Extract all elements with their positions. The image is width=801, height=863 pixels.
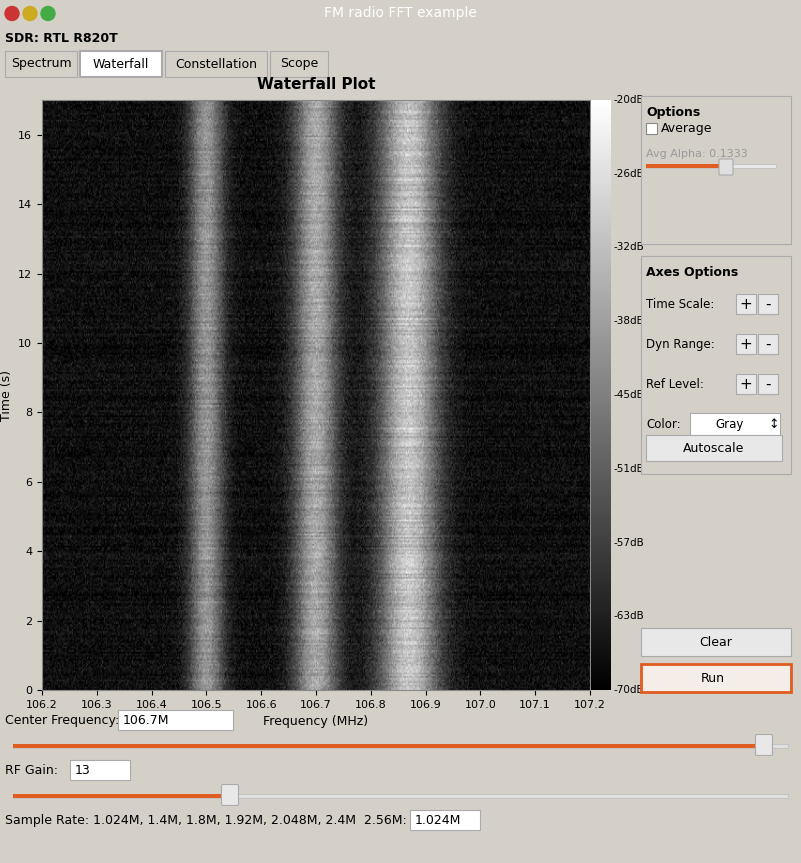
Text: Scope: Scope (280, 58, 318, 71)
FancyBboxPatch shape (270, 51, 328, 77)
Bar (13, 744, 764, 748)
Text: ↕: ↕ (769, 418, 779, 431)
Text: 106.7M: 106.7M (123, 714, 170, 727)
Text: -38dB: -38dB (614, 316, 644, 326)
Title: Waterfall Plot: Waterfall Plot (257, 77, 375, 91)
Text: Color:: Color: (646, 418, 681, 431)
Text: -57dB: -57dB (614, 538, 644, 547)
FancyBboxPatch shape (410, 810, 480, 830)
FancyBboxPatch shape (80, 51, 162, 77)
Text: Clear: Clear (699, 635, 732, 648)
FancyBboxPatch shape (690, 413, 780, 435)
FancyBboxPatch shape (641, 256, 791, 474)
FancyBboxPatch shape (5, 51, 77, 77)
FancyBboxPatch shape (736, 334, 756, 354)
Text: Axes Options: Axes Options (646, 266, 739, 279)
Text: -51dB: -51dB (614, 463, 644, 474)
Text: +: + (739, 297, 752, 312)
Text: Waterfall: Waterfall (93, 58, 149, 71)
Text: 13: 13 (75, 764, 91, 777)
FancyBboxPatch shape (70, 760, 130, 780)
Text: -63dB: -63dB (614, 611, 644, 621)
Text: Avg Alpha: 0.1333: Avg Alpha: 0.1333 (646, 149, 748, 159)
FancyBboxPatch shape (736, 374, 756, 394)
Y-axis label: Time (s): Time (s) (0, 369, 13, 420)
Text: -: - (765, 337, 771, 351)
Bar (13, 794, 230, 798)
FancyBboxPatch shape (641, 628, 791, 656)
Text: -45dB: -45dB (614, 390, 644, 400)
Text: -20dB: -20dB (614, 95, 644, 105)
Circle shape (5, 7, 19, 21)
FancyBboxPatch shape (736, 294, 756, 314)
Text: Center Frequency:: Center Frequency: (5, 714, 119, 727)
FancyBboxPatch shape (641, 96, 791, 244)
Text: 1.024M: 1.024M (415, 814, 461, 827)
Text: Options: Options (646, 106, 700, 119)
Text: +: + (739, 337, 752, 351)
Bar (13, 744, 788, 748)
X-axis label: Frequency (MHz): Frequency (MHz) (264, 715, 368, 728)
Text: RF Gain:: RF Gain: (5, 764, 58, 777)
FancyBboxPatch shape (758, 334, 778, 354)
Text: -: - (765, 297, 771, 312)
Text: +: + (739, 376, 752, 392)
Text: Time Scale:: Time Scale: (646, 298, 714, 311)
Text: FM radio FFT example: FM radio FFT example (324, 7, 477, 21)
Bar (646, 123, 657, 134)
Circle shape (23, 7, 37, 21)
FancyBboxPatch shape (755, 734, 772, 755)
FancyBboxPatch shape (165, 51, 267, 77)
FancyBboxPatch shape (719, 159, 733, 175)
Bar (646, 164, 726, 168)
Text: -: - (765, 376, 771, 392)
Circle shape (41, 7, 55, 21)
Bar (13, 794, 788, 798)
Text: -26dB: -26dB (614, 169, 644, 179)
Text: SDR: RTL R820T: SDR: RTL R820T (5, 32, 118, 45)
Text: Run: Run (701, 671, 725, 684)
Text: Average: Average (661, 122, 713, 135)
Text: -70dB: -70dB (614, 685, 644, 695)
FancyBboxPatch shape (758, 294, 778, 314)
Text: Ref Level:: Ref Level: (646, 377, 704, 390)
FancyBboxPatch shape (118, 710, 233, 730)
FancyBboxPatch shape (646, 435, 782, 461)
Text: Autoscale: Autoscale (683, 442, 745, 455)
Text: Sample Rate: 1.024M, 1.4M, 1.8M, 1.92M, 2.048M, 2.4M  2.56M:: Sample Rate: 1.024M, 1.4M, 1.8M, 1.92M, … (5, 814, 407, 827)
Bar (646, 164, 776, 168)
Text: Gray: Gray (716, 418, 744, 431)
FancyBboxPatch shape (758, 374, 778, 394)
Text: Constellation: Constellation (175, 58, 257, 71)
Text: Dyn Range:: Dyn Range: (646, 337, 714, 350)
FancyBboxPatch shape (641, 664, 791, 692)
Text: -32dB: -32dB (614, 243, 644, 253)
Text: Spectrum: Spectrum (10, 58, 71, 71)
FancyBboxPatch shape (222, 784, 239, 805)
